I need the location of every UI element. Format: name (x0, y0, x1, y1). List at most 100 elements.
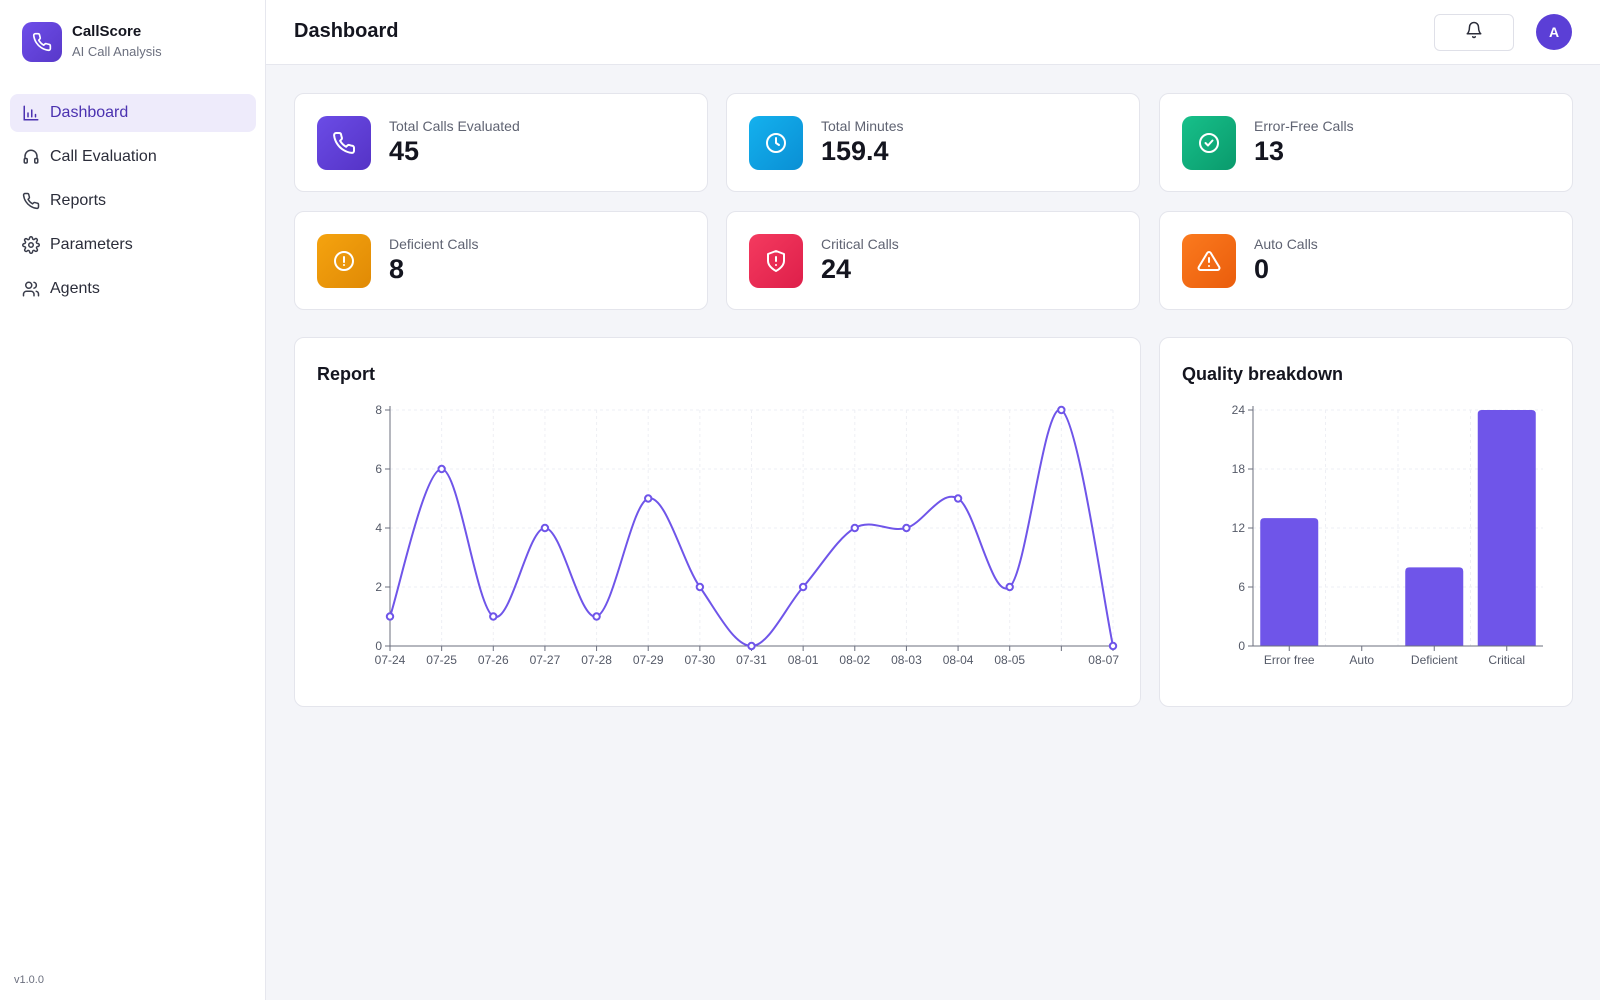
phone-icon (317, 116, 371, 170)
sidebar-item-call-evaluation[interactable]: Call Evaluation (10, 138, 256, 176)
sidebar-item-label: Dashboard (50, 104, 129, 121)
alert-circle-icon (317, 234, 371, 288)
page-title: Dashboard (294, 20, 399, 42)
x-tick-label: 07-29 (633, 653, 664, 667)
x-tick-label: Deficient (1411, 653, 1458, 667)
data-point (695, 582, 705, 592)
x-tick-label: 08-02 (839, 653, 870, 667)
x-tick-label: Auto (1349, 653, 1374, 667)
y-tick-label: 4 (375, 521, 382, 535)
stat-value: 159.4 (821, 136, 889, 166)
x-tick-label: 07-30 (685, 653, 716, 667)
bar-chart-icon (22, 104, 40, 122)
data-point (902, 523, 911, 533)
x-tick-label: 08-01 (788, 653, 819, 667)
y-tick-label: 12 (1232, 521, 1246, 535)
sidebar-item-agents[interactable]: Agents (10, 270, 256, 308)
headset-icon (22, 148, 40, 166)
data-point (1057, 405, 1066, 415)
stat-card-error-free-calls: Error-Free Calls 13 (1159, 93, 1573, 192)
y-tick-label: 8 (375, 403, 382, 417)
stat-label: Deficient Calls (389, 236, 479, 252)
stat-label: Total Minutes (821, 118, 904, 134)
check-circle-icon (1182, 116, 1236, 170)
stat-value: 24 (821, 254, 852, 284)
gear-icon (22, 236, 40, 254)
warning-triangle-icon (1182, 234, 1236, 288)
data-point (540, 523, 550, 533)
y-tick-label: 0 (1238, 639, 1245, 653)
stat-value: 0 (1254, 254, 1270, 284)
y-tick-label: 18 (1232, 462, 1246, 476)
y-tick-label: 24 (1232, 403, 1246, 417)
stat-card-total-minutes: Total Minutes 159.4 (726, 93, 1140, 192)
stat-value: 45 (389, 136, 420, 166)
shield-alert-icon (749, 234, 803, 288)
sidebar-item-label: Parameters (50, 236, 133, 253)
data-point (592, 612, 601, 621)
stat-label: Critical Calls (821, 236, 899, 252)
stat-value: 8 (389, 254, 405, 284)
data-point (1108, 641, 1118, 651)
sidebar-item-dashboard[interactable]: Dashboard (10, 94, 256, 132)
data-point (1005, 582, 1014, 592)
y-tick-label: 2 (375, 580, 382, 594)
sidebar-item-label: Reports (50, 192, 107, 209)
sidebar-item-label: Call Evaluation (50, 148, 157, 165)
brand[interactable]: CallScore AI Call Analysis (22, 22, 162, 62)
version-label: v1.0.0 (14, 974, 44, 986)
x-tick-label: Error free (1264, 653, 1315, 667)
data-point (644, 494, 653, 503)
bar (1260, 518, 1319, 646)
clock-icon (749, 116, 803, 170)
brand-subtitle: AI Call Analysis (72, 44, 162, 59)
stat-label: Error-Free Calls (1254, 118, 1354, 134)
sidebar-item-label: Agents (50, 280, 100, 297)
stat-card-critical-calls: Critical Calls 24 (726, 211, 1140, 310)
report-line-chart: 0 2 4 6 8 07-24 07-25 07-26 07-27 07-28 07-29 07-30… (375, 403, 1120, 667)
sidebar: CallScore AI Call Analysis Dashboard Cal… (0, 0, 266, 1000)
users-icon (22, 280, 40, 298)
x-tick-label: 08-03 (891, 653, 922, 667)
x-tick-label: 07-25 (426, 653, 457, 667)
brand-name: CallScore (72, 23, 142, 40)
data-point (489, 612, 498, 621)
sidebar-item-parameters[interactable]: Parameters (10, 226, 256, 264)
bell-icon (1465, 21, 1483, 44)
stat-value: 13 (1254, 136, 1285, 166)
x-tick-label: 07-28 (581, 653, 612, 667)
data-point (747, 641, 756, 651)
stat-card-deficient-calls: Deficient Calls 8 (294, 211, 708, 310)
x-tick-label: 08-07 (1088, 653, 1119, 667)
x-tick-label: 07-31 (736, 653, 767, 667)
sidebar-item-reports[interactable]: Reports (10, 182, 256, 220)
phone-icon (22, 192, 40, 210)
avatar[interactable]: A (1536, 14, 1572, 50)
quality-bar-chart: 0 6 12 18 24 Error free Auto Deficient Critical (1232, 403, 1543, 667)
x-tick-label: 08-05 (994, 653, 1025, 667)
x-tick-label: 07-24 (375, 653, 406, 667)
y-tick-label: 0 (375, 639, 382, 653)
stat-label: Total Calls Evaluated (389, 118, 520, 134)
bar (1477, 410, 1536, 646)
top-bar: Dashboard A (266, 0, 1600, 65)
phone-icon (22, 22, 62, 62)
data-point (953, 494, 963, 503)
report-title: Report (317, 364, 375, 384)
quality-title: Quality breakdown (1182, 364, 1344, 384)
x-tick-label: 08-04 (943, 653, 974, 667)
notifications-button[interactable] (1434, 14, 1514, 51)
x-tick-label: 07-27 (530, 653, 561, 667)
stat-label: Auto Calls (1254, 236, 1318, 252)
report-panel: Report 0 2 4 6 8 07-24 07-25 07-26 07-27 07-28 07-… (294, 337, 1141, 707)
bar (1405, 567, 1464, 646)
x-tick-label: 07-26 (478, 653, 509, 667)
data-point (437, 464, 446, 474)
data-point (850, 523, 859, 533)
x-tick-label: Critical (1488, 653, 1525, 667)
stat-card-total-calls: Total Calls Evaluated 45 (294, 93, 708, 192)
data-point (798, 582, 808, 592)
data-point (385, 612, 395, 621)
y-tick-label: 6 (375, 462, 382, 476)
quality-breakdown-panel: Quality breakdown 0 6 12 18 24 Error free Auto… (1159, 337, 1573, 707)
